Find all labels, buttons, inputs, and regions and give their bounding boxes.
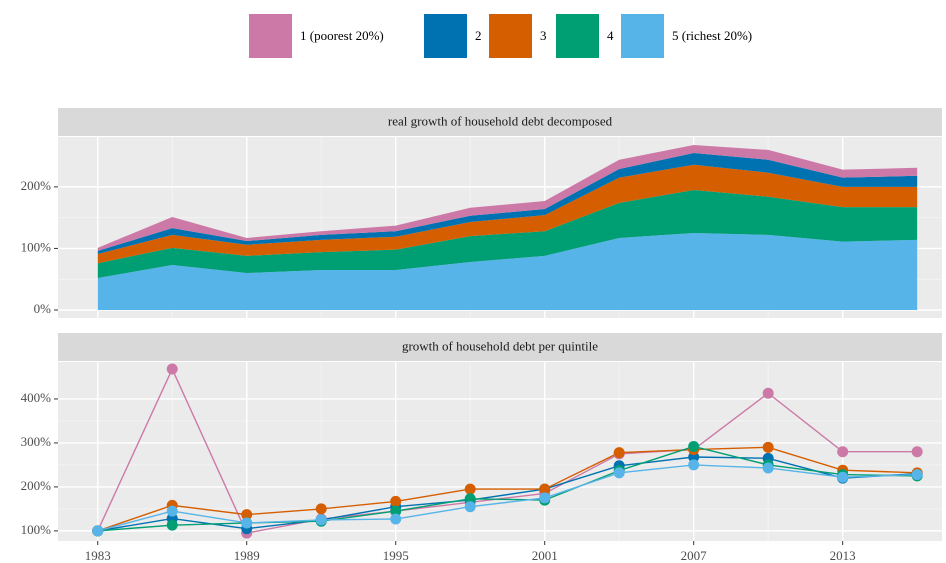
point bbox=[539, 483, 551, 495]
y-tick-label: 200% bbox=[21, 478, 52, 493]
facet-title: real growth of household debt decomposed bbox=[388, 113, 613, 128]
point bbox=[613, 467, 625, 479]
strip bbox=[58, 333, 942, 361]
point bbox=[464, 483, 476, 495]
legend-key bbox=[621, 14, 664, 58]
y-tick-label: 100% bbox=[21, 522, 52, 537]
x-tick-label: 2013 bbox=[830, 548, 856, 563]
point bbox=[390, 495, 402, 507]
point bbox=[315, 514, 327, 526]
legend-key bbox=[556, 14, 599, 58]
area bbox=[97, 189, 918, 278]
legend-key bbox=[424, 14, 467, 58]
point bbox=[762, 387, 774, 399]
y-tick-label: 400% bbox=[21, 390, 52, 405]
line bbox=[97, 445, 918, 532]
legend-label: 4 bbox=[607, 28, 614, 43]
line bbox=[97, 464, 918, 532]
point bbox=[166, 505, 178, 517]
area bbox=[97, 233, 918, 310]
x-tick-label: 1983 bbox=[85, 548, 111, 563]
area bbox=[97, 164, 918, 264]
point bbox=[241, 509, 253, 521]
point bbox=[92, 525, 104, 537]
point bbox=[762, 441, 774, 453]
x-tick-label: 1989 bbox=[234, 548, 260, 563]
point bbox=[464, 501, 476, 513]
y-tick-label: 100% bbox=[21, 239, 52, 254]
point bbox=[911, 469, 923, 481]
legend-label: 1 (poorest 20%) bbox=[300, 28, 384, 43]
point bbox=[390, 505, 402, 517]
panel bbox=[58, 362, 942, 541]
point bbox=[911, 446, 923, 458]
line bbox=[97, 456, 918, 532]
facet-title: growth of household debt per quintile bbox=[402, 338, 598, 353]
point bbox=[837, 471, 849, 483]
line bbox=[97, 367, 918, 534]
point bbox=[241, 517, 253, 529]
x-tick-label: 1995 bbox=[383, 548, 409, 563]
y-tick-label: 200% bbox=[21, 178, 52, 193]
point bbox=[688, 459, 700, 471]
legend-label: 3 bbox=[540, 28, 547, 43]
strip bbox=[58, 108, 942, 136]
y-tick-label: 0% bbox=[34, 301, 52, 316]
point bbox=[166, 363, 178, 375]
point bbox=[315, 503, 327, 515]
legend-key bbox=[489, 14, 532, 58]
point bbox=[837, 446, 849, 458]
legend-key bbox=[249, 14, 292, 58]
point bbox=[166, 519, 178, 531]
point bbox=[539, 492, 551, 504]
line bbox=[97, 446, 918, 532]
point bbox=[688, 440, 700, 452]
point bbox=[613, 447, 625, 459]
legend-label: 2 bbox=[475, 28, 482, 43]
point bbox=[464, 493, 476, 505]
x-tick-label: 2007 bbox=[681, 548, 708, 563]
point bbox=[390, 513, 402, 525]
point bbox=[762, 462, 774, 474]
legend-label: 5 (richest 20%) bbox=[672, 28, 752, 43]
x-tick-label: 2001 bbox=[532, 548, 558, 563]
y-tick-label: 300% bbox=[21, 434, 52, 449]
